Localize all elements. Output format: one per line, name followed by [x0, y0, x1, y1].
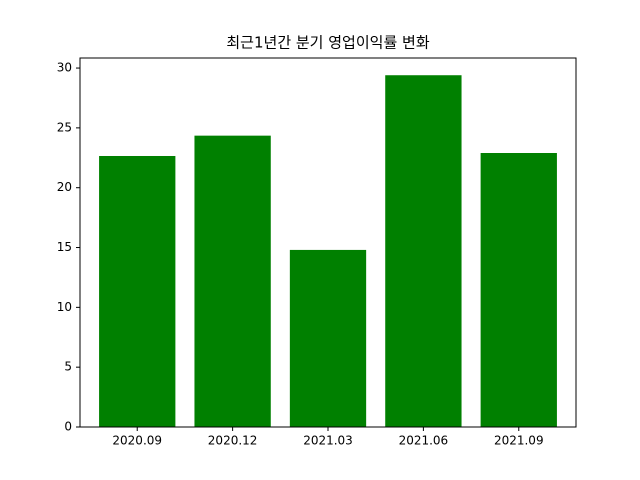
- y-tick-label: 0: [64, 420, 72, 434]
- x-tick-label: 2020.09: [112, 434, 162, 448]
- y-tick-label: 20: [57, 180, 72, 194]
- x-tick-label: 2021.09: [494, 434, 544, 448]
- plot-frame: [79, 57, 577, 428]
- y-tick-label: 5: [64, 360, 72, 374]
- bar: [194, 135, 271, 428]
- bar: [99, 155, 176, 427]
- bar: [480, 153, 557, 427]
- y-tick-label: 30: [57, 61, 72, 75]
- y-tick-label: 10: [57, 300, 72, 314]
- y-tick-label: 25: [57, 120, 72, 134]
- bar: [385, 75, 462, 428]
- x-tick-label: 2021.03: [303, 434, 353, 448]
- x-tick-label: 2021.06: [399, 434, 449, 448]
- chart-title: 최근1년간 분기 영업이익률 변화: [226, 34, 429, 52]
- bar: [289, 249, 367, 427]
- x-tick-label: 2020.12: [208, 434, 258, 448]
- y-tick-label: 15: [57, 240, 72, 254]
